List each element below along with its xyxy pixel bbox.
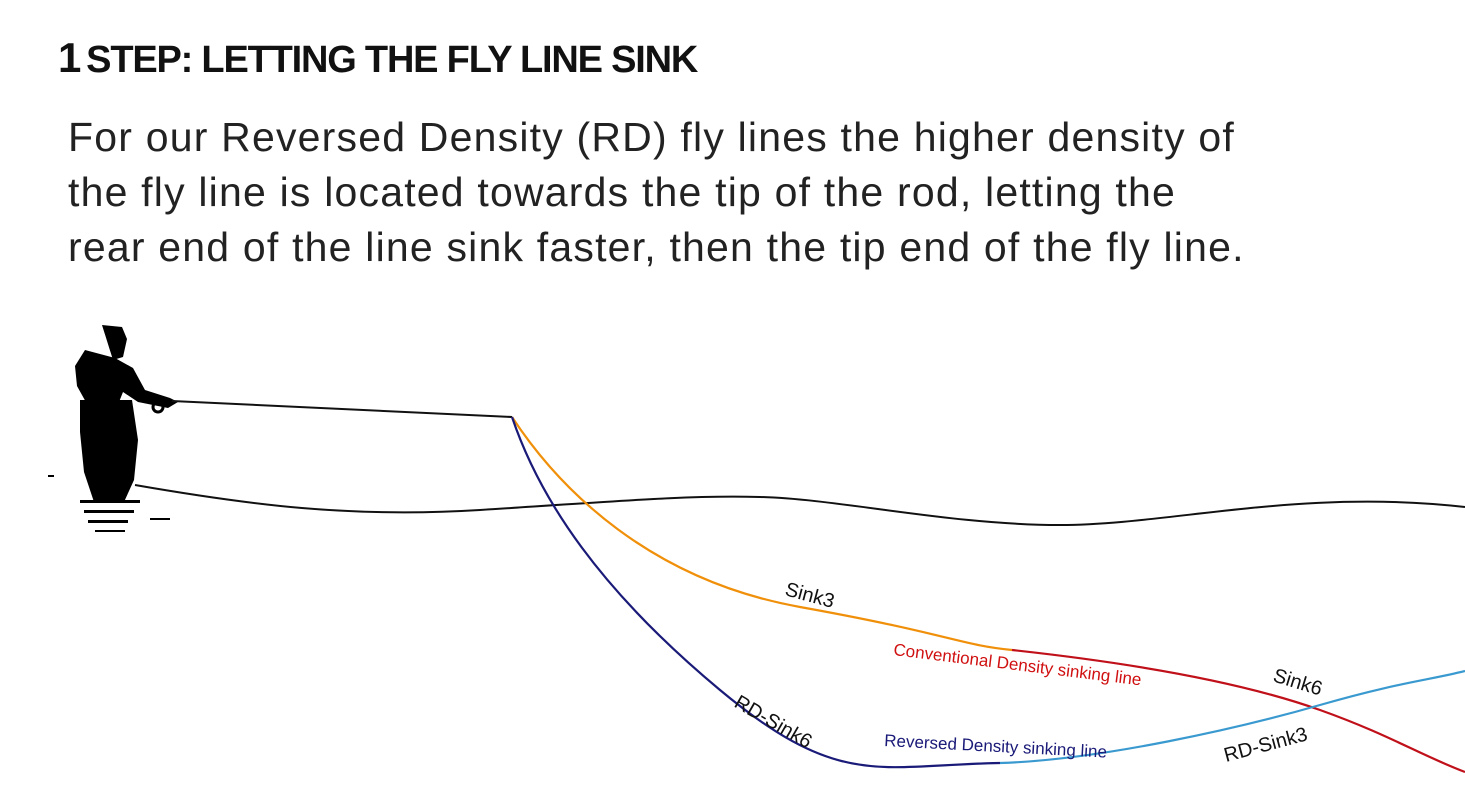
sink6-label: Sink6 — [1271, 665, 1325, 701]
conventional-density-label: Conventional Density sinking line — [893, 640, 1143, 689]
step-title: STEP: LETTING THE FLY LINE SINK — [86, 39, 698, 81]
rd-sink3-line-segment — [999, 669, 1465, 765]
water-surface — [134, 484, 1465, 527]
description-line: rear end of the line sink faster, then t… — [68, 224, 1245, 270]
description-line: For our Reversed Density (RD) fly lines … — [68, 114, 1235, 160]
reversed-density-label: Reversed Density sinking line — [884, 731, 1108, 762]
fisherman-icon — [48, 325, 178, 532]
sink3-line-segment — [511, 416, 1013, 652]
fly-rod — [171, 400, 513, 418]
rd-sink6-label: RD-Sink6 — [731, 691, 816, 753]
page-title: 1 STEP: LETTING THE FLY LINE SINK — [58, 34, 698, 82]
rd-sink6-line-segment — [510, 416, 1001, 769]
sink6-line-segment — [1011, 648, 1465, 774]
step-number: 1 — [58, 34, 81, 81]
rd-sink3-label: RD-Sink3 — [1222, 723, 1310, 766]
description: For our Reversed Density (RD) fly lines … — [68, 110, 1245, 275]
description-line: the fly line is located towards the tip … — [68, 169, 1177, 215]
